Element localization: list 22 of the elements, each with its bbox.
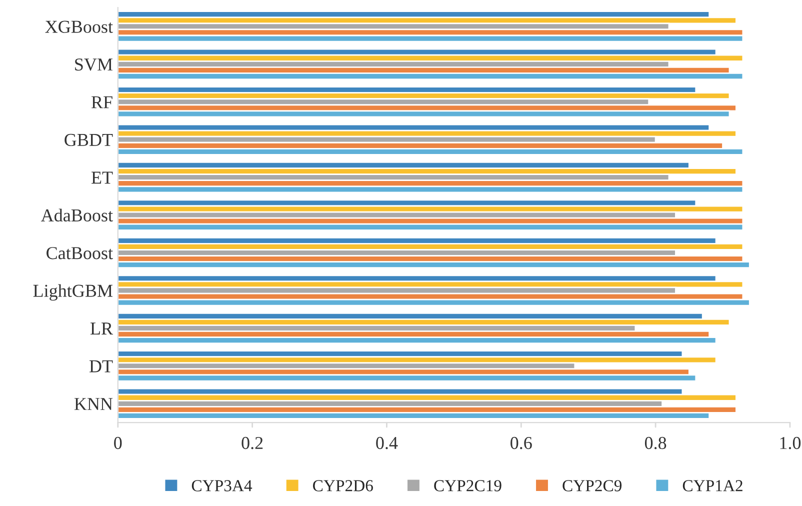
y-tick-label: RF [91, 96, 112, 108]
legend-label: CYP3A4 [192, 480, 252, 492]
y-tick-label: KNN [74, 398, 113, 410]
x-tick-label: 0.8 [644, 436, 666, 450]
x-tick-label: 0.4 [376, 436, 398, 450]
y-tick-label: GBDT [64, 134, 113, 146]
legend-label: CYP1A2 [682, 480, 742, 492]
x-tick-label: 1.0 [780, 436, 801, 450]
y-tick-label: LightGBM [33, 284, 113, 301]
legend-label: CYP2C19 [434, 480, 502, 492]
y-tick-label: DT [89, 360, 113, 372]
y-tick-label: LR [90, 322, 114, 334]
y-tick-label: ET [91, 172, 113, 184]
y-tick-label: SVM [75, 58, 113, 71]
y-tick-label: XGBoost [45, 20, 113, 33]
legend-label: CYP2D6 [313, 480, 373, 492]
x-tick-label: 0.6 [510, 436, 532, 450]
x-tick-label: 0.2 [242, 436, 263, 450]
x-tick-label: 0 [114, 436, 122, 450]
y-tick-label: CatBoost [46, 247, 113, 260]
y-tick-label: AdaBoost [40, 208, 113, 222]
legend-label: CYP2C9 [562, 480, 622, 492]
